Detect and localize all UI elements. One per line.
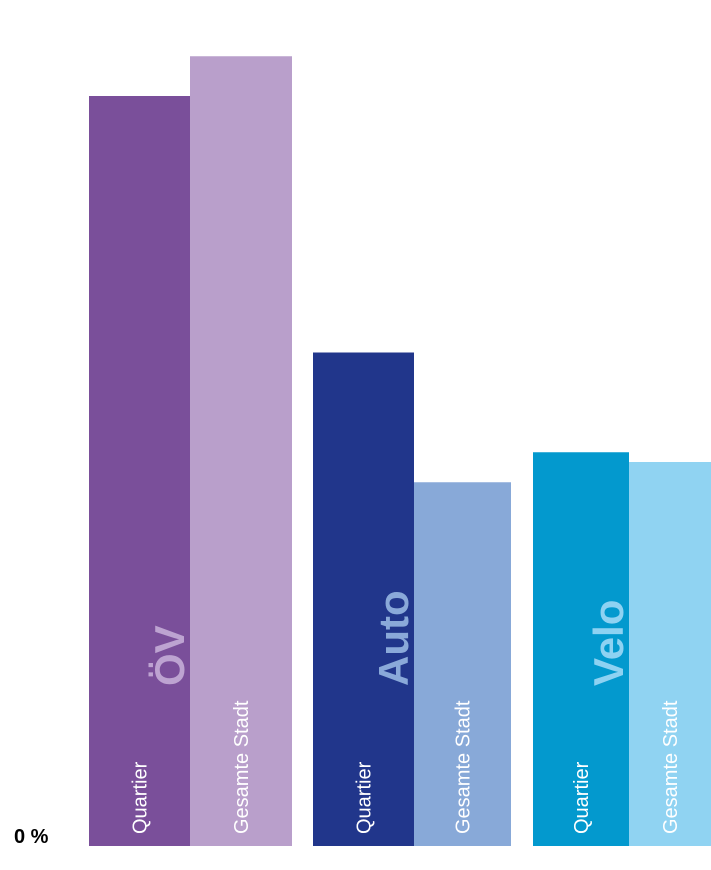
bar-category-label: Quartier bbox=[354, 761, 376, 834]
bar-category-label: Quartier bbox=[571, 761, 593, 834]
zero-tick-label: 0 % bbox=[14, 826, 49, 848]
bar-category-label: Gesamte Stadt bbox=[231, 700, 253, 834]
bars-layer: Quartier Gesamte Stadt ÖV Quartier Gesamte S… bbox=[89, 56, 711, 846]
group-label-velo: Velo bbox=[585, 600, 632, 686]
bar-category-label: Quartier bbox=[130, 761, 152, 834]
bar-velo-gesamte-stadt bbox=[629, 462, 711, 846]
bar-category-label: Gesamte Stadt bbox=[660, 700, 682, 834]
group-label-auto: Auto bbox=[370, 590, 417, 686]
bar-category-label: Gesamte Stadt bbox=[453, 700, 475, 834]
bar-öv-quartier bbox=[89, 96, 190, 846]
bar-velo-quartier bbox=[533, 452, 629, 846]
group-label-öv: ÖV bbox=[146, 625, 193, 686]
bar-auto-gesamte-stadt bbox=[414, 482, 511, 846]
bar-auto-quartier bbox=[313, 352, 414, 846]
bar-öv-gesamte-stadt bbox=[190, 56, 292, 846]
